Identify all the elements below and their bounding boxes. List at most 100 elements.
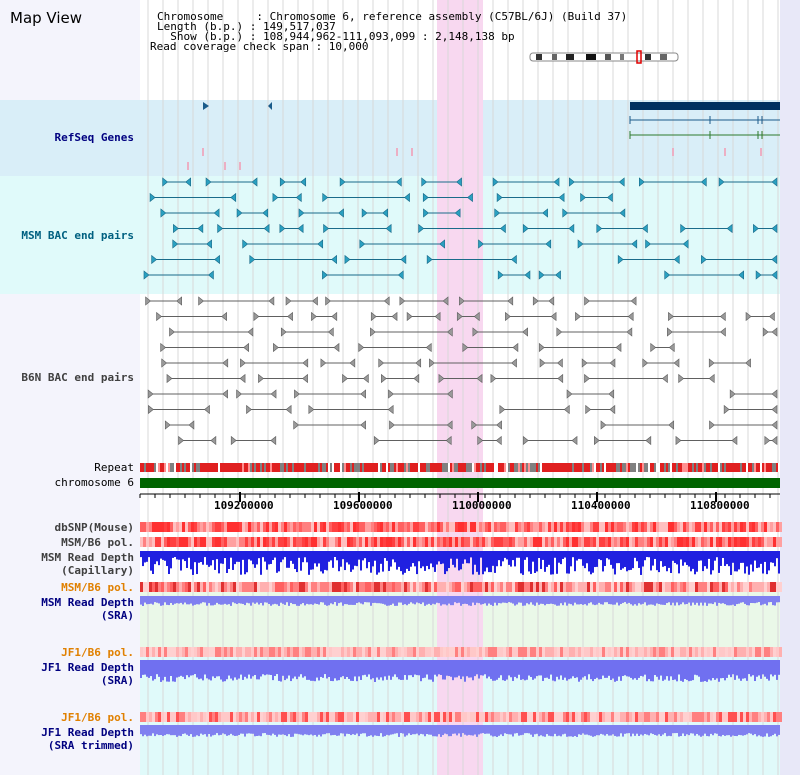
- depth-bar: [284, 660, 286, 681]
- depth-bar: [354, 725, 356, 735]
- track-label-msm-bac[interactable]: MSM BAC end pairs: [21, 229, 134, 242]
- heat-cell: [140, 522, 143, 532]
- heat-cell: [716, 647, 719, 657]
- depth-bar: [626, 725, 628, 734]
- track-label-msm-depth-sra[interactable]: MSM Read Depth (SRA): [41, 596, 134, 622]
- heat-cell: [281, 712, 284, 722]
- bac-end: [339, 177, 346, 187]
- depth-bar: [458, 660, 460, 676]
- depth-bar: [168, 660, 170, 682]
- repeat-segment: [732, 463, 734, 472]
- track-label-msm-b6-pol-2[interactable]: MSM/B6 pol.: [61, 581, 134, 594]
- depth-bar: [368, 660, 370, 675]
- heat-cell: [143, 537, 146, 547]
- heat-cell: [284, 582, 287, 592]
- heat-cell: [395, 582, 398, 592]
- depth-bar: [444, 660, 446, 680]
- heat-cell: [299, 647, 302, 657]
- depth-bar: [300, 660, 302, 675]
- depth-bar: [600, 596, 602, 605]
- depth-bar: [144, 660, 146, 675]
- depth-bar: [282, 725, 284, 735]
- depth-bar: [634, 596, 636, 605]
- heat-cell: [596, 582, 599, 592]
- depth-bar: [452, 725, 454, 734]
- heat-cell: [422, 582, 425, 592]
- heat-cell: [164, 537, 167, 547]
- heat-cell: [347, 522, 350, 532]
- repeat-segment: [578, 463, 580, 472]
- heat-cell: [512, 522, 515, 532]
- depth-bar: [706, 596, 708, 606]
- repeat-segment: [382, 463, 384, 472]
- repeat-segment: [286, 463, 288, 472]
- heat-cell: [659, 582, 662, 592]
- repeat-segment: [512, 463, 514, 472]
- bac-end: [771, 404, 778, 415]
- heat-cell: [761, 647, 764, 657]
- heat-cell: [461, 537, 464, 547]
- heat-cell: [584, 712, 587, 722]
- track-label-refseq[interactable]: RefSeq Genes: [54, 131, 134, 144]
- heat-cell: [257, 647, 260, 657]
- track-label-jf1-b6-pol-1[interactable]: JF1/B6 pol.: [61, 646, 134, 659]
- depth-bar: [636, 596, 638, 606]
- depth-bar: [168, 725, 170, 735]
- bac-end: [242, 239, 249, 249]
- repeat-segment: [716, 463, 718, 472]
- depth-bar: [742, 660, 744, 679]
- depth-bar: [756, 660, 758, 677]
- depth-bar: [754, 725, 756, 735]
- track-label-msm-depth-capillary[interactable]: MSM Read Depth (Capillary): [41, 551, 134, 577]
- repeat-segment: [482, 463, 484, 472]
- track-label-jf1-b6-pol-2[interactable]: JF1/B6 pol.: [61, 711, 134, 724]
- bac-end: [247, 327, 254, 337]
- depth-bar: [732, 551, 734, 563]
- repeat-segment: [234, 463, 236, 472]
- depth-bar: [670, 660, 672, 677]
- repeat-segment: [350, 463, 352, 472]
- depth-bar: [314, 551, 316, 564]
- heat-cell: [485, 712, 488, 722]
- heat-cell: [320, 582, 323, 592]
- track-label-b6n-bac[interactable]: B6N BAC end pairs: [21, 371, 134, 384]
- depth-bar: [610, 596, 612, 605]
- depth-bar: [558, 551, 560, 563]
- depth-bar: [496, 660, 498, 680]
- heat-cell: [389, 712, 392, 722]
- heat-cell: [725, 582, 728, 592]
- heat-cell: [338, 537, 341, 547]
- depth-bar: [492, 596, 494, 606]
- depth-bar: [282, 660, 284, 676]
- heat-cell: [224, 712, 227, 722]
- heat-cell: [263, 647, 266, 657]
- heat-cell: [659, 522, 662, 532]
- heat-cell: [386, 712, 389, 722]
- depth-bar: [368, 551, 370, 563]
- track-label-msm-b6-pol-1[interactable]: MSM/B6 pol.: [61, 536, 134, 549]
- depth-bar: [166, 596, 168, 605]
- heat-cell: [599, 537, 602, 547]
- depth-bar: [652, 660, 654, 682]
- heat-cell: [188, 522, 191, 532]
- track-label-dbsnp[interactable]: dbSNP(Mouse): [54, 521, 134, 534]
- heat-cell: [266, 537, 269, 547]
- heat-cell: [509, 537, 512, 547]
- track-label-jf1-depth-trimmed[interactable]: JF1 Read Depth (SRA trimmed): [41, 726, 134, 752]
- bac-end: [166, 373, 173, 384]
- depth-bar: [700, 551, 702, 561]
- heat-cell: [506, 647, 509, 657]
- heat-cell: [425, 522, 428, 532]
- repeat-segment: [214, 463, 216, 472]
- repeat-segment: [654, 463, 656, 472]
- heat-cell: [452, 712, 455, 722]
- depth-bar: [532, 725, 534, 737]
- heat-cell: [512, 537, 515, 547]
- track-label-jf1-depth-sra[interactable]: JF1 Read Depth (SRA): [41, 661, 134, 687]
- depth-bar: [446, 596, 448, 606]
- depth-bar: [362, 660, 364, 676]
- bac-end: [327, 327, 334, 337]
- heat-cell: [182, 582, 185, 592]
- depth-bar: [658, 660, 660, 680]
